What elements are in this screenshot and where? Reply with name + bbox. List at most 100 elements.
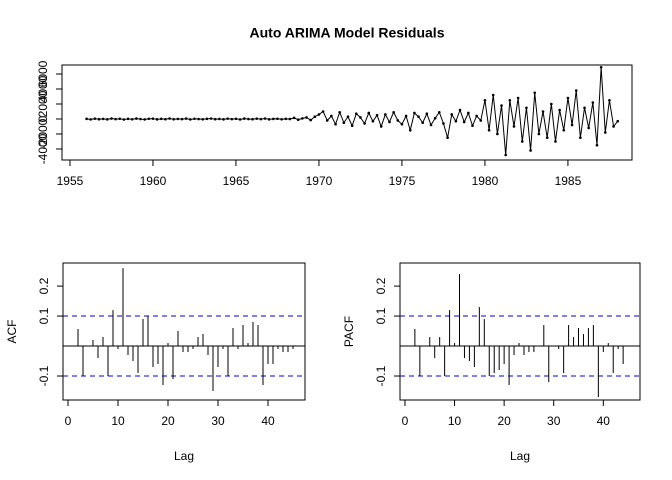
residual-point [475,114,478,118]
y-tick-label: -2000 [36,118,50,149]
residual-point [437,110,441,114]
residual-point [487,128,491,132]
residual-point [616,119,620,123]
y-tick-label: 0.2 [37,277,51,294]
residual-point [429,123,433,127]
residual-point [226,117,229,120]
x-tick-label: 30 [211,414,225,428]
residual-point [180,117,184,121]
residual-point [583,106,586,110]
residual-point [595,143,599,147]
residual-point [379,125,383,128]
residual-point [550,102,553,106]
x-tick-label: 1975 [389,174,416,188]
plot-frame [61,64,633,161]
plot-frame [399,262,641,401]
residual-point [159,117,163,121]
residual-point [143,118,146,121]
x-tick-label: 1960 [140,174,167,188]
residual-point [367,111,371,115]
residual-point [135,117,138,120]
residual-point [529,149,532,152]
residual-point [570,123,574,127]
residual-point [541,110,545,113]
residual-point [247,117,250,121]
residual-point [122,118,126,121]
residual-point [392,110,395,114]
residual-point [321,110,325,113]
x-tick-label: 20 [161,414,175,428]
x-tick-label: 40 [597,414,611,428]
residual-point [147,117,151,121]
residual-point [375,113,379,117]
x-tick-label: 0 [65,414,72,428]
y-tick-label: 6000 [36,60,50,87]
residual-point [259,117,263,121]
residual-point [384,113,387,116]
residual-point [458,108,462,112]
residual-point [176,117,180,121]
residual-point [172,117,176,121]
plot-frame [62,262,306,401]
residual-point [462,120,466,124]
residual-point [168,117,171,120]
residual-point [504,153,507,157]
x-tick-label: 20 [497,414,511,428]
residual-point [230,117,234,121]
residual-point [280,117,283,121]
residual-point [301,117,304,120]
residual-point [296,118,300,122]
residual-point [222,118,225,121]
residual-point [213,117,217,121]
x-tick-label: 1980 [472,174,499,188]
residual-point [512,125,516,128]
y-tick-label: 2000 [36,90,50,117]
residual-point [238,118,242,121]
x-tick-label: 1985 [555,174,582,188]
y-tick-label: 0 [36,115,50,122]
residual-point [193,117,196,121]
residual-point [354,112,358,116]
residual-point [608,98,611,102]
residual-point [359,116,362,119]
y-tick-label: 0.1 [374,307,388,324]
residual-point [371,119,375,123]
residual-point [325,119,329,122]
y-tick-label: -4000 [36,133,50,164]
residual-point [234,117,238,121]
x-tick-label: 40 [261,414,275,428]
residual-point [155,118,159,121]
residual-point [305,116,308,119]
residual-point [591,101,595,104]
residual-point [334,122,337,126]
residual-point [139,117,142,121]
residual-point [317,113,321,116]
residual-point [126,117,130,121]
residual-point [612,125,615,128]
residual-point [184,117,188,120]
residual-point [218,117,221,121]
residual-point [251,117,254,121]
residual-point [151,117,155,120]
residual-point [309,118,312,122]
x-tick-label: 30 [547,414,561,428]
residual-point [118,117,122,121]
residual-point [496,132,499,136]
y-tick-label: -0.1 [37,365,51,386]
residual-point [267,118,271,121]
residual-point [396,119,400,122]
residual-point [85,117,88,121]
x-axis-label: Lag [174,449,194,463]
residual-point [442,122,445,125]
y-tick-label: -0.1 [374,365,388,386]
residual-point [350,124,354,128]
residual-point [263,117,267,120]
residual-point [454,119,458,123]
residual-point [417,115,420,119]
residual-point [313,115,317,119]
residual-point [276,117,279,121]
residual-point [130,117,134,121]
residual-point [450,113,454,116]
residual-point [330,114,333,118]
